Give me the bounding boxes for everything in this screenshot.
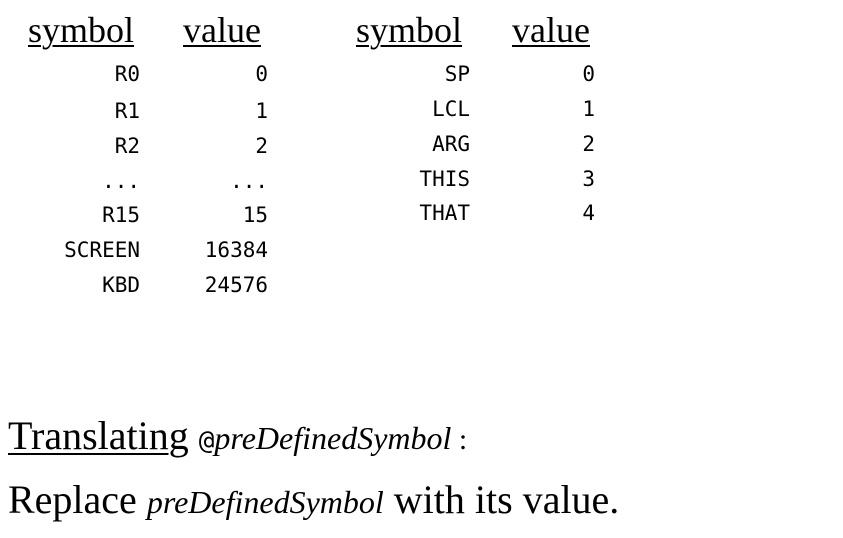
right-value-cell: 1	[582, 97, 595, 121]
right-value-cell: 2	[582, 132, 595, 156]
predefined-symbol-term: preDefinedSymbol	[214, 420, 452, 456]
right-value-cell: 4	[582, 201, 595, 225]
instruction-after: with its value.	[383, 477, 620, 522]
right-symbol-cell: THIS	[419, 167, 470, 191]
right-value-cell: 3	[582, 167, 595, 191]
instruction-symbol-term: preDefinedSymbol	[146, 484, 384, 520]
right-symbol-header: symbol	[356, 10, 463, 50]
right-symbol-cell: SP	[444, 62, 470, 86]
left-value-header: value	[183, 10, 261, 50]
right-symbol-cell: THAT	[419, 201, 470, 225]
left-value-cell: 24576	[204, 273, 268, 297]
left-value-cell: 15	[242, 203, 268, 227]
heading-colon: :	[451, 423, 468, 456]
right-value-cell: 0	[582, 62, 595, 86]
translating-heading: Translating @preDefinedSymbol :	[8, 412, 467, 465]
left-value-cell: 16384	[204, 238, 268, 262]
left-symbol-cell: ...	[102, 169, 140, 193]
left-value-cell: ...	[230, 169, 268, 193]
left-value-cell: 0	[255, 62, 268, 86]
right-symbol-cell: ARG	[432, 132, 470, 156]
right-value-header: value	[512, 10, 590, 50]
left-value-cell: 1	[255, 99, 268, 123]
instruction-line: Replace preDefinedSymbol with its value.	[8, 476, 619, 526]
left-symbol-cell: R1	[114, 99, 140, 123]
translating-word: Translating	[8, 413, 189, 458]
instruction-before: Replace	[8, 477, 147, 522]
left-value-cell: 2	[255, 134, 268, 158]
left-symbol-cell: R2	[114, 134, 140, 158]
left-symbol-cell: SCREEN	[64, 238, 140, 262]
left-symbol-cell: R0	[114, 62, 140, 86]
left-symbol-header: symbol	[28, 10, 135, 50]
left-symbol-cell: KBD	[102, 273, 140, 297]
at-sign: @	[198, 426, 215, 456]
left-symbol-cell: R15	[102, 203, 140, 227]
right-symbol-cell: LCL	[432, 97, 470, 121]
